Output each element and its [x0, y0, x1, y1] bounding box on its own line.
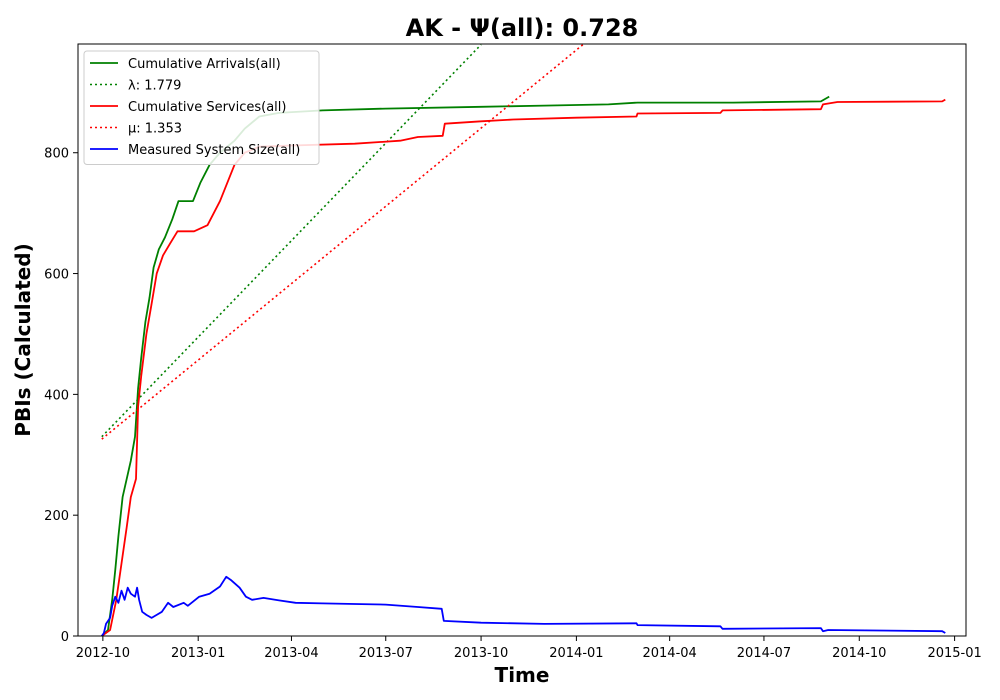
legend-box: [83, 50, 320, 165]
x-tick-label: 2013-07: [359, 646, 413, 661]
legend-label-cumulative-services-all: Cumulative Services(all): [128, 100, 286, 115]
series-line-cumulative-arrivals-all: [101, 95, 830, 636]
y-tick-label: 600: [44, 268, 69, 283]
legend: Cumulative Arrivals(all) λ: 1.779 Cumulati…: [83, 50, 320, 165]
legend-label-1-779: λ: 1.779: [128, 79, 181, 94]
x-tick-label: 2013-01: [171, 646, 225, 661]
x-tick-label: 2015-01: [927, 646, 981, 661]
y-axis-ticks: 0 200 400 600 800: [44, 147, 78, 645]
legend-label-measured-system-size-all: Measured System Size(all): [128, 143, 300, 158]
x-tick-label: 2013-10: [454, 646, 508, 661]
legend-label-cumulative-arrivals-all: Cumulative Arrivals(all): [128, 57, 281, 72]
plot-frame: [77, 43, 967, 637]
y-tick-label: 200: [44, 509, 69, 524]
x-axis-title: Time: [495, 663, 550, 687]
legend-label-1-353: μ: 1.353: [128, 122, 182, 137]
y-tick-label: 400: [44, 388, 69, 403]
series-line-measured-system-size-all: [101, 575, 946, 636]
x-tick-label: 2014-01: [549, 646, 603, 661]
x-tick-label: 2013-04: [264, 646, 318, 661]
chart-title: AK - Ψ(all): 0.728: [406, 14, 639, 42]
y-tick-label: 800: [44, 147, 69, 162]
x-tick-label: 2014-04: [642, 646, 696, 661]
y-axis-title: PBIs (Calculated): [11, 243, 35, 436]
series-line-1-779: [101, 44, 482, 438]
x-tick-label: 2012-10: [76, 646, 130, 661]
x-tick-label: 2014-10: [832, 646, 886, 661]
x-tick-label: 2014-07: [737, 646, 791, 661]
x-axis-ticks: 2012-10 2013-01 2013-04 2013-07 2013-10 2014-…: [76, 636, 982, 661]
y-tick-label: 0: [61, 630, 69, 645]
series-line-1-353: [101, 44, 585, 440]
series-line-cumulative-services-all: [101, 98, 946, 636]
